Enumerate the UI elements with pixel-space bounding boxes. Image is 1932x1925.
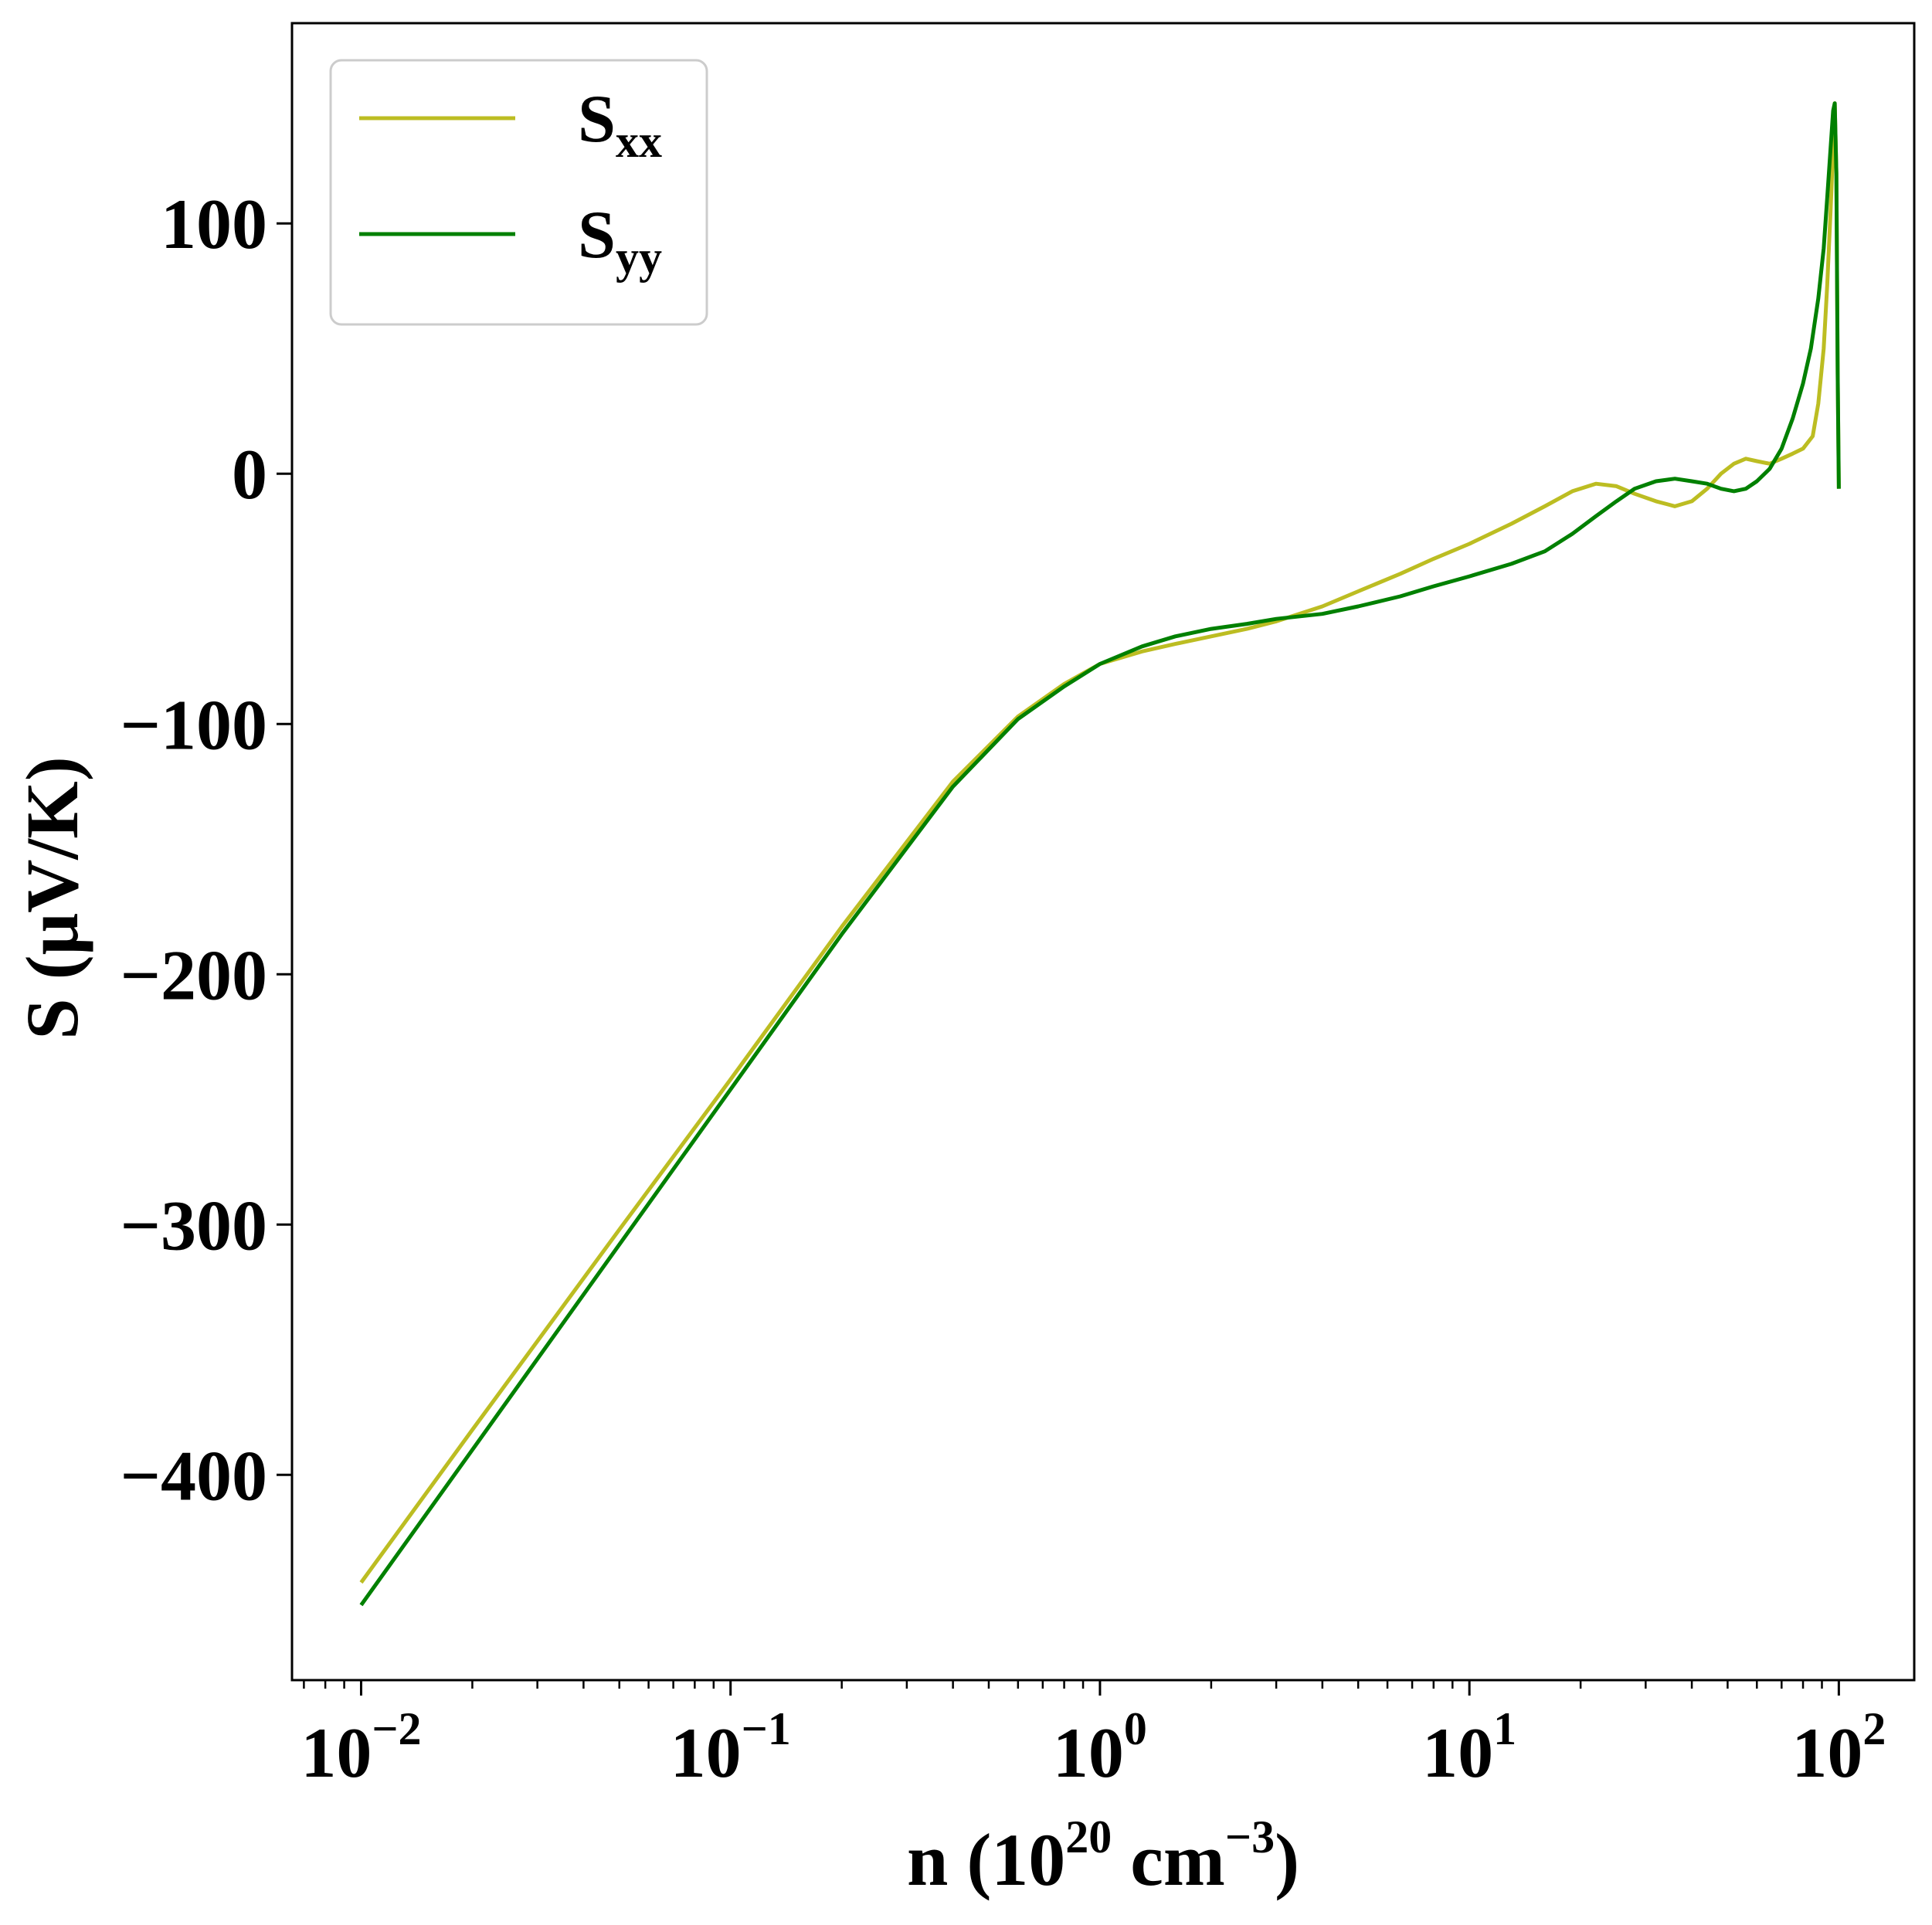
- y-tick-label: −400: [121, 1436, 267, 1515]
- x-tick-label: 10−2: [300, 1703, 421, 1792]
- legend-label-syy: Syy: [578, 198, 662, 283]
- legend: Sxx Syy: [329, 59, 708, 326]
- legend-frame: [329, 59, 708, 326]
- x-axis-label-sup2: −3: [1225, 1811, 1275, 1862]
- x-tick-label: 102: [1791, 1703, 1886, 1792]
- y-axis: 100 0 −100 −200 −300 −400: [121, 185, 292, 1515]
- x-axis-label: n (1020 cm−3): [907, 1811, 1299, 1901]
- y-tick-label: −100: [121, 685, 267, 764]
- x-axis-label-pre: n (10: [907, 1818, 1065, 1901]
- legend-label-sxx: Sxx: [578, 82, 662, 167]
- y-axis-label: S (μV/K): [11, 756, 93, 1039]
- y-tick-label: 0: [232, 435, 267, 514]
- series-line-syy: [359, 101, 1841, 1607]
- x-axis-label-mid: cm: [1112, 1818, 1225, 1901]
- x-axis-label-post: ): [1275, 1818, 1299, 1901]
- y-tick-label: −200: [121, 935, 267, 1014]
- x-axis: 10−2 10−1 100 101 102: [300, 1680, 1886, 1792]
- x-axis-label-sup1: 20: [1065, 1811, 1112, 1862]
- series-layer: [359, 101, 1841, 1607]
- y-tick-label: 100: [161, 185, 267, 263]
- legend-entries: Sxx Syy: [359, 82, 662, 283]
- x-tick-label: 101: [1422, 1703, 1516, 1792]
- x-tick-label: 100: [1053, 1703, 1147, 1792]
- y-tick-label: −300: [121, 1186, 267, 1265]
- x-tick-label: 10−1: [671, 1703, 791, 1792]
- plot-frame: [290, 22, 1916, 1682]
